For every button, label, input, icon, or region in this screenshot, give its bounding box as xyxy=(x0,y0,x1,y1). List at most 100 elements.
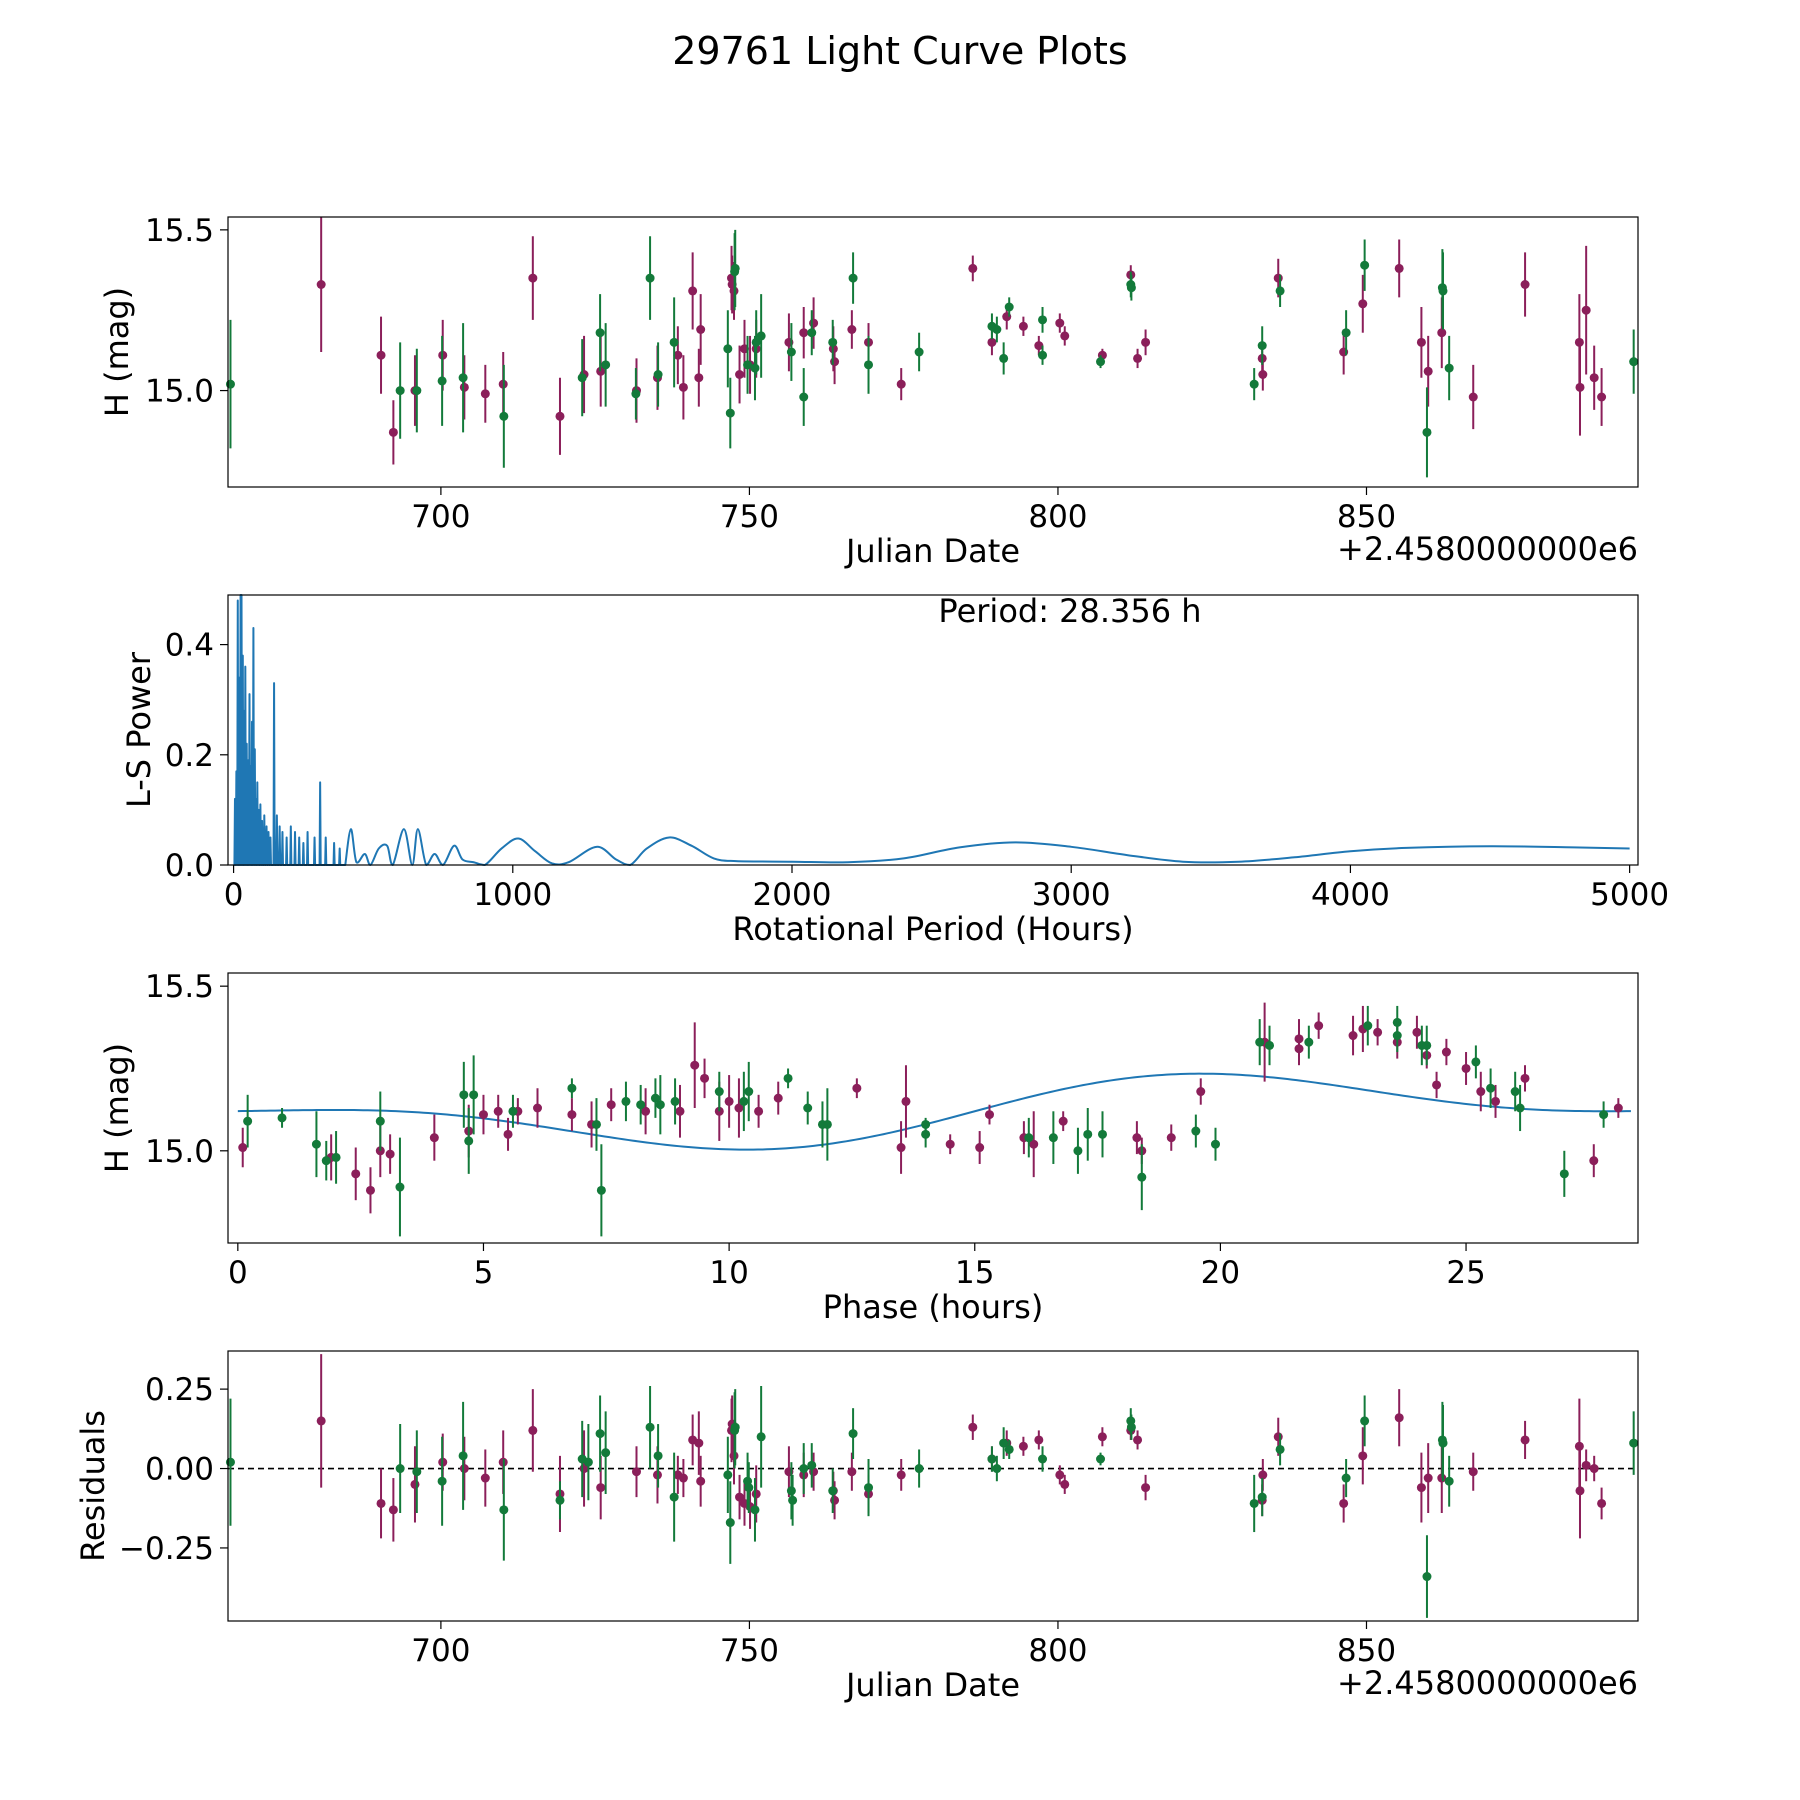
data-point xyxy=(896,1470,906,1480)
y-tick-label: 0.2 xyxy=(165,738,214,774)
data-point xyxy=(1559,1169,1569,1179)
data-point xyxy=(807,1460,817,1470)
x-tick-label: 25 xyxy=(1446,1255,1485,1291)
data-point xyxy=(1304,1037,1314,1047)
data-point xyxy=(1394,1413,1404,1423)
data-point xyxy=(1599,1110,1609,1120)
data-point xyxy=(914,1464,924,1474)
data-point xyxy=(1166,1133,1176,1143)
phase-fold-marks xyxy=(237,1002,1631,1237)
data-point xyxy=(750,363,760,373)
data-point xyxy=(739,1096,749,1106)
data-point xyxy=(437,1476,447,1486)
data-point xyxy=(992,1464,1002,1474)
data-point xyxy=(1422,427,1432,437)
data-point xyxy=(631,389,641,399)
periodogram-xlabel: Rotational Period (Hours) xyxy=(732,910,1133,948)
data-point xyxy=(653,1451,663,1461)
data-point xyxy=(723,1470,733,1480)
data-point xyxy=(1004,1444,1014,1454)
data-point xyxy=(1476,1087,1486,1097)
data-point xyxy=(751,337,761,347)
data-point xyxy=(1520,280,1530,289)
data-point xyxy=(1141,337,1151,347)
periodogram-frame xyxy=(227,594,1639,866)
data-point xyxy=(1258,370,1268,379)
data-point xyxy=(1004,302,1014,312)
data-point xyxy=(678,1473,688,1483)
data-point xyxy=(896,379,906,389)
data-point xyxy=(395,1182,405,1192)
x-tick-label: 3000 xyxy=(1032,877,1111,913)
data-point xyxy=(508,1106,518,1116)
data-point xyxy=(1416,337,1426,347)
data-point xyxy=(1468,1467,1478,1477)
data-point xyxy=(645,273,655,283)
data-point xyxy=(1629,1438,1639,1448)
data-point xyxy=(655,1100,665,1110)
data-point xyxy=(1358,1451,1368,1461)
data-point xyxy=(388,427,398,437)
data-point xyxy=(1141,1483,1151,1493)
data-point xyxy=(601,360,611,370)
periodogram-marks xyxy=(233,594,1630,866)
data-point xyxy=(700,1073,710,1083)
data-point xyxy=(1038,350,1048,360)
data-point xyxy=(830,1495,840,1505)
data-point xyxy=(864,360,874,370)
data-point xyxy=(1461,1063,1471,1073)
data-point xyxy=(786,347,796,357)
data-point xyxy=(376,1498,386,1508)
data-point xyxy=(670,1096,680,1106)
data-point xyxy=(1438,286,1448,296)
data-point xyxy=(499,1505,509,1515)
data-point xyxy=(499,411,509,421)
data-point xyxy=(1034,1435,1044,1445)
data-point xyxy=(896,1143,906,1153)
data-point xyxy=(725,408,735,418)
data-point xyxy=(1589,1464,1599,1474)
data-point xyxy=(1341,328,1351,338)
data-point xyxy=(1133,353,1143,363)
x-tick-label: 700 xyxy=(411,499,470,535)
data-point xyxy=(375,1116,385,1126)
y-tick-label: 15.0 xyxy=(145,1134,214,1170)
data-point xyxy=(799,1464,809,1474)
time-series-marks xyxy=(225,217,1639,478)
y-tick-label: −0.25 xyxy=(119,1531,214,1567)
data-point xyxy=(756,1432,766,1442)
data-point xyxy=(673,350,683,360)
data-point xyxy=(1394,263,1404,273)
data-point xyxy=(1360,260,1370,270)
x-tick-label: 750 xyxy=(720,499,779,535)
data-point xyxy=(809,318,819,328)
data-point xyxy=(653,370,663,379)
data-point xyxy=(750,1505,760,1515)
data-point xyxy=(595,1429,605,1439)
data-point xyxy=(723,344,733,354)
data-point xyxy=(783,1073,793,1083)
data-point xyxy=(1258,1470,1268,1480)
data-point xyxy=(243,1116,253,1126)
data-point xyxy=(1265,1040,1275,1050)
data-point xyxy=(987,1454,997,1464)
residuals-marks xyxy=(225,1354,1639,1618)
data-point xyxy=(1257,1492,1267,1502)
data-point xyxy=(238,1143,248,1153)
x-tick-label: 0 xyxy=(228,1255,248,1291)
data-point xyxy=(595,328,605,338)
data-point xyxy=(735,1492,745,1502)
data-point xyxy=(696,325,706,334)
x-tick-label: 800 xyxy=(1028,499,1087,535)
data-point xyxy=(458,1451,468,1461)
data-point xyxy=(596,1185,606,1195)
data-point xyxy=(277,1113,287,1123)
data-point xyxy=(1034,341,1044,351)
y-tick-label: 15.5 xyxy=(145,213,214,249)
x-tick-label: 5000 xyxy=(1590,877,1669,913)
data-point xyxy=(1060,1479,1070,1489)
data-point xyxy=(1133,1435,1143,1445)
data-point xyxy=(864,1483,874,1493)
data-point xyxy=(999,1438,1009,1448)
y-tick-label: 15.5 xyxy=(145,969,214,1005)
